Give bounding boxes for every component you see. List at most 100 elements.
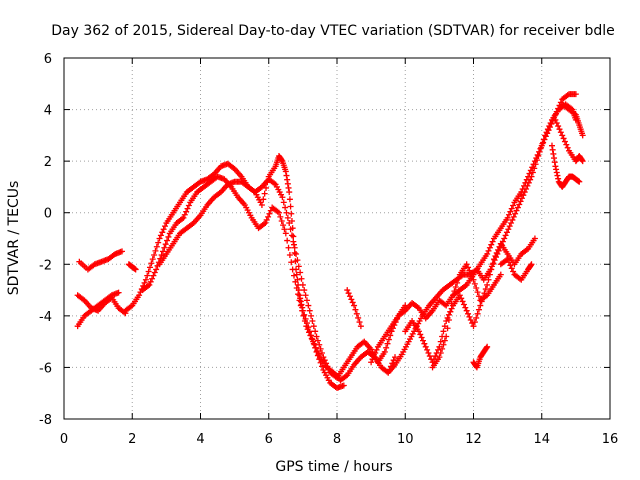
y-tick-label: 4 — [44, 104, 52, 119]
data-point — [286, 196, 293, 203]
data-point — [164, 237, 171, 244]
data-point — [318, 363, 325, 370]
data-point — [298, 301, 305, 308]
series-11 — [429, 261, 504, 371]
data-point — [310, 340, 317, 347]
data-point — [484, 281, 491, 288]
x-tick-label: 14 — [533, 432, 550, 447]
data-point — [437, 338, 444, 345]
data-point — [297, 298, 304, 305]
data-point — [508, 265, 515, 272]
data-point — [283, 172, 290, 179]
data-point — [308, 332, 315, 339]
data-point — [279, 194, 286, 201]
data-point — [180, 214, 187, 221]
data-point — [531, 165, 538, 172]
data-point — [529, 169, 536, 176]
data-point — [297, 295, 304, 302]
series-2 — [74, 289, 122, 330]
data-point — [554, 172, 561, 179]
data-point — [445, 316, 452, 323]
data-point — [521, 189, 528, 196]
data-point — [448, 305, 455, 312]
data-point — [466, 313, 473, 320]
data-point — [572, 91, 579, 98]
data-point — [504, 256, 511, 263]
data-point — [505, 259, 512, 266]
data-point — [264, 179, 271, 186]
data-point — [426, 353, 433, 360]
data-points — [74, 91, 586, 392]
data-point — [280, 222, 287, 229]
data-point — [295, 287, 302, 294]
data-point — [156, 235, 163, 242]
data-point — [181, 211, 188, 218]
data-point — [467, 316, 474, 323]
data-point — [437, 349, 444, 356]
data-point — [351, 302, 358, 309]
data-point — [348, 296, 355, 303]
data-point — [512, 210, 519, 217]
data-point — [370, 353, 377, 360]
data-point — [385, 336, 392, 343]
data-point — [263, 216, 270, 223]
x-tick-label: 6 — [265, 432, 273, 447]
series-13 — [497, 256, 535, 283]
data-point — [281, 226, 288, 233]
data-point — [356, 319, 363, 326]
data-point — [136, 292, 143, 299]
data-point — [452, 283, 459, 290]
data-point — [518, 195, 525, 202]
data-point — [484, 250, 491, 257]
data-point — [495, 246, 502, 253]
data-point — [299, 304, 306, 311]
data-point — [520, 192, 527, 199]
data-point — [291, 272, 298, 279]
data-point — [563, 141, 570, 148]
data-point — [302, 292, 309, 299]
series-12 — [470, 343, 491, 371]
data-point — [313, 333, 320, 340]
data-point — [486, 271, 493, 278]
data-point — [349, 299, 356, 306]
data-point — [579, 132, 586, 139]
data-point — [493, 249, 500, 256]
data-point — [158, 252, 165, 259]
data-point — [298, 275, 305, 282]
data-point — [142, 276, 149, 283]
data-point — [470, 323, 477, 330]
data-point — [373, 346, 380, 353]
data-point — [484, 343, 491, 350]
data-point — [301, 287, 308, 294]
data-point — [505, 211, 512, 218]
data-point — [153, 243, 160, 250]
data-point — [525, 179, 532, 186]
data-point — [424, 346, 431, 353]
data-point — [132, 266, 139, 273]
y-tick-label: 6 — [44, 52, 52, 67]
x-tick-label: 2 — [128, 432, 136, 447]
axis-ticks — [63, 57, 611, 420]
data-point — [159, 229, 166, 236]
data-point — [579, 158, 586, 165]
data-point — [161, 244, 168, 251]
data-point — [460, 301, 467, 308]
data-point — [184, 205, 191, 212]
data-point — [372, 349, 379, 356]
data-point — [559, 132, 566, 139]
data-point — [295, 263, 302, 270]
data-point — [149, 275, 156, 282]
data-point — [288, 259, 295, 266]
data-point — [508, 220, 515, 227]
data-point — [165, 233, 172, 240]
data-point — [432, 353, 439, 360]
data-point — [308, 335, 315, 342]
data-point — [417, 331, 424, 338]
data-point — [491, 257, 498, 264]
data-point — [284, 180, 291, 187]
data-point — [317, 359, 324, 366]
data-point — [369, 356, 376, 363]
data-point — [317, 345, 324, 352]
data-point — [419, 337, 426, 344]
